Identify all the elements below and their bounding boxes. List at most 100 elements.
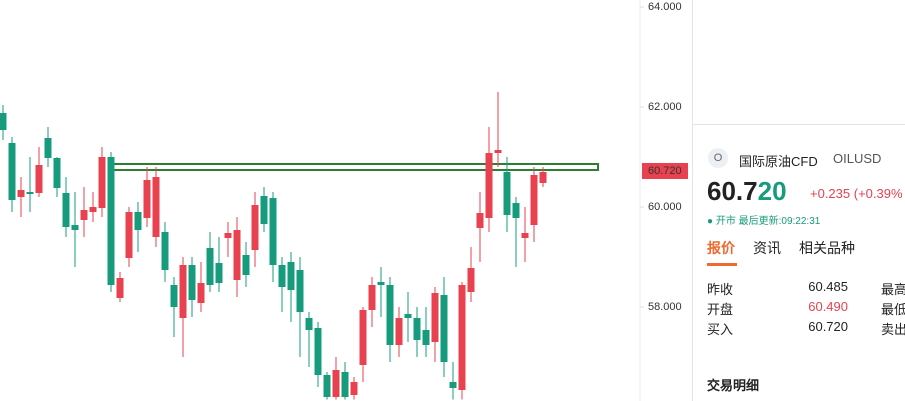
quote-cell: 60.485 [808, 279, 848, 294]
candle-wick [380, 267, 382, 317]
candle-body [152, 177, 160, 237]
candle-wick [452, 362, 454, 400]
y-tick-label: 58.000 [648, 301, 682, 313]
candle-body [440, 295, 448, 362]
change-abs: +0.235 [810, 186, 851, 201]
candle-body [458, 285, 466, 390]
quote-cell: 60.490 [808, 299, 848, 314]
candle-body [35, 165, 43, 193]
candle-body [80, 210, 88, 220]
level-line [111, 163, 599, 171]
symbol-icon: O [708, 148, 728, 168]
current-price-label: 60.720 [648, 165, 682, 177]
candle-body [296, 270, 304, 312]
chart: 58.000 60.000 62.000 64.000 60.720 [0, 0, 688, 401]
section-title: 交易明细 [707, 378, 760, 393]
change-pct: (+0.39% [853, 186, 903, 201]
quote-panel: O 国际原油CFD OILUSD 60.720 +0.235 (+0.39% ●… [692, 0, 905, 401]
candle-body [188, 265, 196, 300]
candle-body [269, 198, 277, 265]
candle-body [134, 212, 142, 230]
candle-body [89, 207, 97, 212]
candle-body [359, 310, 367, 365]
updated: 最后更新:09:22:31 [738, 216, 821, 227]
y-tick-label: 64.000 [648, 1, 682, 13]
quote-cell: 卖出 [881, 322, 905, 337]
candle-body [287, 262, 295, 290]
candle-body [179, 265, 187, 318]
candle-body [314, 328, 322, 375]
price-tail: 20 [757, 176, 787, 206]
quote-cell: 买入 [707, 322, 734, 337]
candle-body [107, 157, 115, 285]
candle-body [197, 283, 205, 303]
candle-body [8, 143, 16, 200]
candle-body [251, 205, 259, 250]
candle-body [395, 318, 403, 345]
tab[interactable]: 报价 [707, 240, 735, 256]
quote-cell: 开盘 [707, 302, 734, 317]
candle-body [98, 157, 106, 208]
candle-body [413, 318, 421, 340]
candle-body [44, 138, 52, 158]
tab[interactable]: 相关品种 [799, 240, 855, 256]
candle-body [242, 255, 250, 275]
candle-body [512, 203, 520, 218]
candle-wick [227, 222, 229, 257]
candle-body [71, 225, 79, 230]
price-main: 60.7 [707, 176, 758, 206]
candle-body [53, 158, 61, 188]
candle-body [404, 314, 412, 318]
candle-body [503, 172, 511, 215]
candle-body [494, 150, 502, 153]
candle-wick [497, 92, 499, 167]
candle-body [341, 372, 349, 397]
candle-body [431, 293, 439, 342]
candle-wick [308, 312, 310, 367]
candle-body [377, 282, 385, 285]
candle-body [521, 233, 529, 238]
candle-wick [29, 157, 31, 212]
candle-body [350, 382, 358, 395]
candle-body [17, 190, 25, 197]
quote-cell: 最高 [881, 282, 905, 297]
candle-body [485, 153, 493, 218]
candle-body [233, 230, 241, 280]
candle-body [332, 370, 340, 397]
symbol: OILUSD [833, 151, 882, 166]
candle-body [467, 268, 475, 292]
candle-body [170, 285, 178, 307]
change: +0.235 (+0.39% [810, 186, 903, 201]
status: 开市 [715, 216, 736, 227]
candle-body [278, 265, 286, 287]
candle-body [26, 192, 34, 194]
candle-body [62, 193, 70, 227]
quote-cell: 最低 [881, 302, 905, 317]
y-tick-label: 62.000 [648, 101, 682, 113]
price: 60.720 [707, 176, 787, 207]
candle-body [215, 263, 223, 283]
candle-body [530, 175, 538, 225]
candle-body [161, 232, 169, 270]
quote-cell: 60.720 [808, 319, 848, 334]
current-price-tag [642, 163, 688, 179]
tab[interactable]: 资讯 [753, 240, 781, 256]
candle-body [224, 233, 232, 238]
instrument-name: 国际原油CFD [739, 154, 818, 169]
candle-body [0, 113, 7, 130]
candle-body [323, 375, 331, 397]
candle-body [125, 212, 133, 258]
candle-body [449, 382, 457, 388]
top-box [693, 0, 905, 125]
candle-body [476, 213, 484, 228]
candle-body [260, 196, 268, 224]
tab-underline [707, 263, 737, 266]
candle-body [143, 180, 151, 218]
status-line: ● 开市 最后更新:09:22:31 [707, 216, 821, 227]
candle-body [368, 285, 376, 310]
candle-body [206, 248, 214, 285]
candle-body [305, 318, 313, 330]
y-tick-label: 60.000 [648, 201, 682, 213]
candle-body [116, 278, 124, 298]
